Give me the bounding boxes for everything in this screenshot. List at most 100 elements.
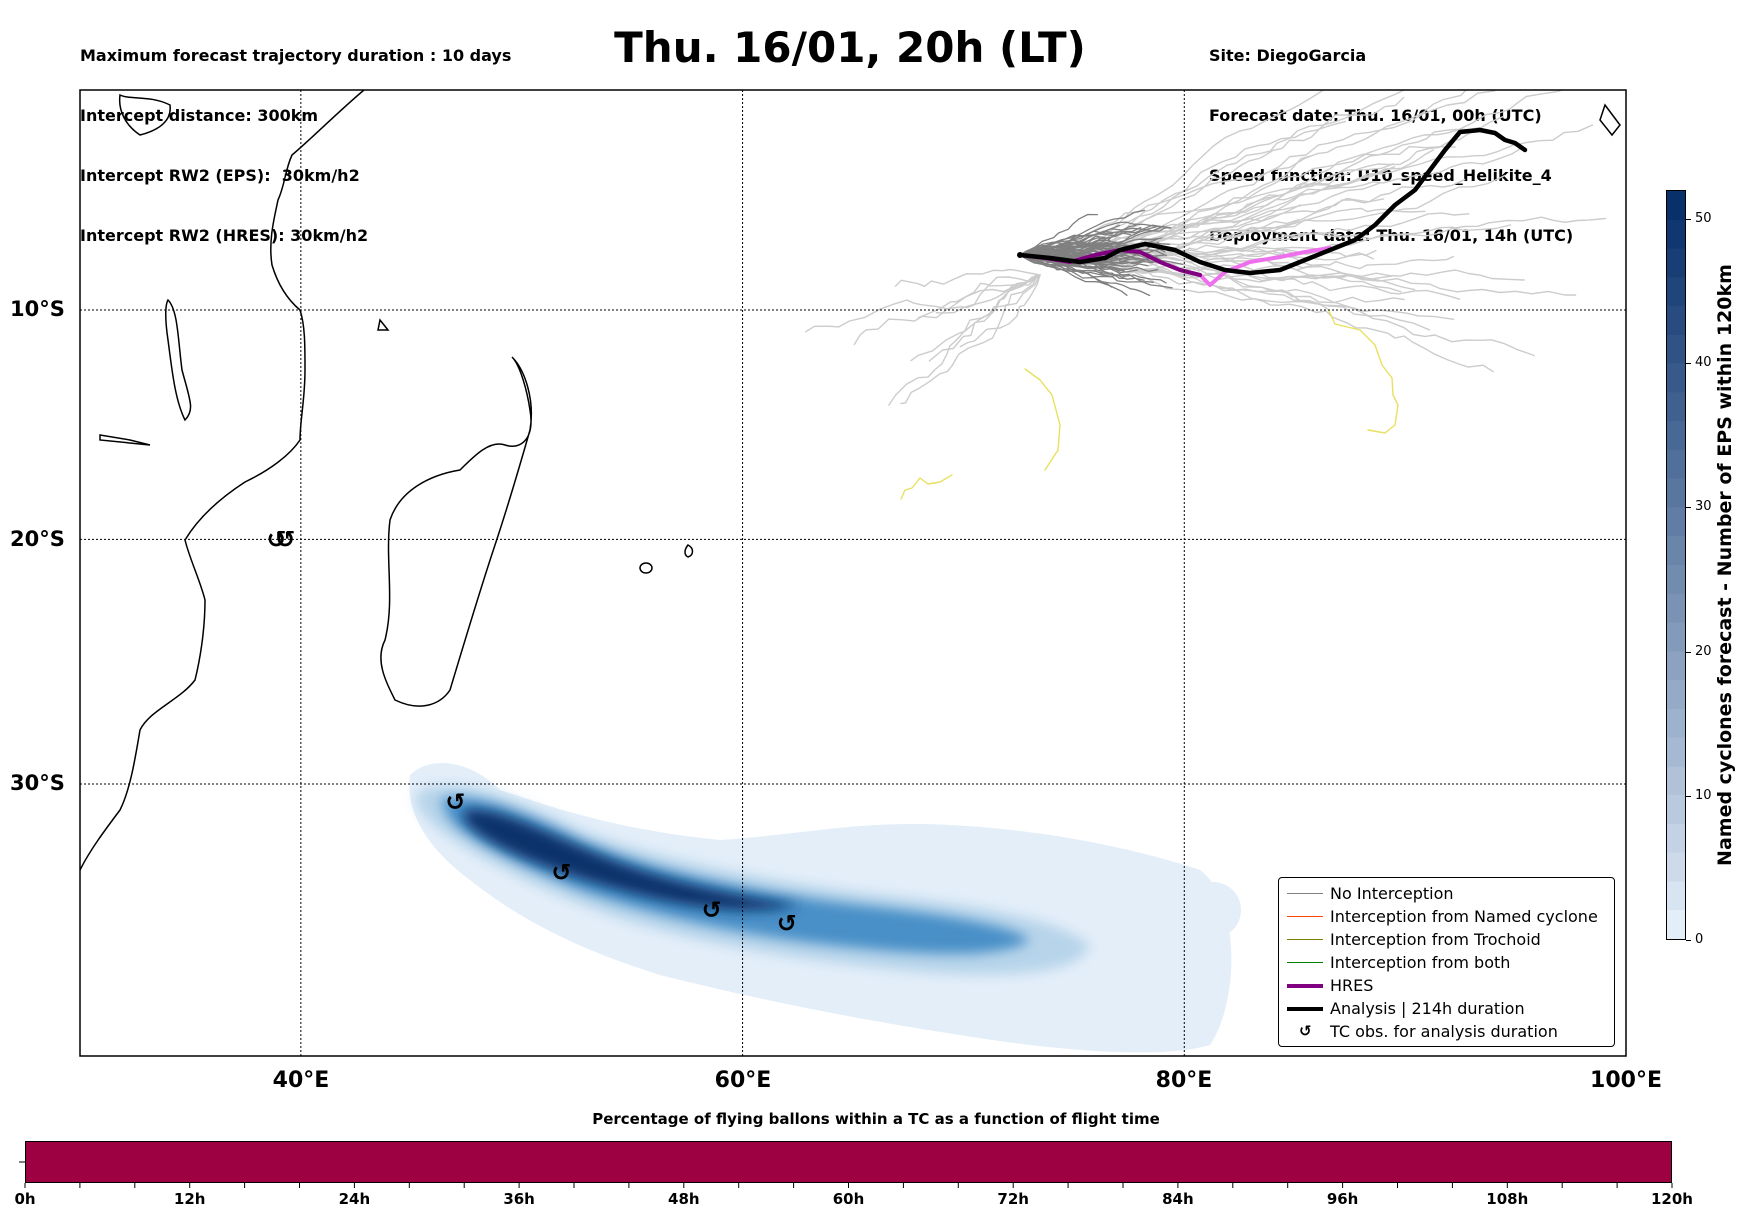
legend-swatch-green-line <box>1287 962 1323 963</box>
trajectory-yellow <box>1328 310 1399 434</box>
colorbar-label: Named cyclones forecast - Number of EPS … <box>1714 264 1736 866</box>
lat-label-30s: 30°S <box>10 771 65 795</box>
coast-far-east <box>1599 103 1621 137</box>
lon-label-60e: 60°E <box>714 1068 772 1093</box>
trajectory-eps-late <box>917 274 1041 319</box>
forecast-parameters: Maximum forecast trajectory duration : 1… <box>80 6 511 266</box>
tc-observations: ↺↺↺↺↺ ↺ <box>267 525 797 937</box>
trajectory-eps-late <box>1095 90 1500 256</box>
lon-label-40e: 40°E <box>272 1068 330 1093</box>
colorbar <box>1666 190 1686 940</box>
time-bar-title: Percentage of flying ballons within a TC… <box>592 1110 1160 1128</box>
trajectory-eps-early <box>1019 209 1146 256</box>
trajectory-eps-late <box>935 274 1041 314</box>
trajectory-eps-late <box>1086 148 1521 255</box>
time-tick-label: 120h <box>1651 1190 1693 1208</box>
time-tick-label: 108h <box>1486 1190 1529 1208</box>
colorbar-tick: 10 <box>1686 788 1712 803</box>
trajectory-eps-late <box>1112 115 1504 258</box>
colorbar-tick: 50 <box>1686 211 1712 226</box>
trajectory-eps-late <box>894 268 1041 287</box>
trajectory-eps-late <box>1077 120 1347 262</box>
trajectory-eps-early <box>1019 254 1114 278</box>
plume-satellite <box>1185 882 1241 938</box>
legend-swatch-purple-line <box>1287 984 1323 988</box>
info-max-duration: Maximum forecast trajectory duration : 1… <box>80 46 512 65</box>
trajectory-eps-late <box>1105 253 1525 281</box>
time-tick-label: 36h <box>503 1190 535 1208</box>
legend-item-named-cyclone: Interception from Named cyclone <box>1279 905 1614 928</box>
lon-label-80e: 80°E <box>1155 1068 1213 1093</box>
gridlines <box>80 90 1626 1056</box>
trajectory-eps-early <box>1019 221 1171 256</box>
coast-africa-east <box>80 90 365 871</box>
legend-swatch-olive-line <box>1287 939 1323 940</box>
plume-inner <box>440 797 1030 954</box>
coastlines <box>80 90 1621 871</box>
map-frame <box>79 89 1627 1057</box>
info-intercept-eps: Intercept RW2 (EPS): 30km/h2 <box>80 166 360 185</box>
colorbar-tick: 0 <box>1686 933 1703 947</box>
trajectory-eps-early <box>1019 224 1121 257</box>
trajectory-eps-late <box>900 274 1041 405</box>
trajectory-eps-late <box>928 274 1041 362</box>
trajectory-analysis <box>1017 127 1528 276</box>
lon-label-100e: 100°E <box>1590 1068 1662 1093</box>
trajectory-eps-late <box>1119 212 1470 256</box>
trajectory-eps-late <box>1063 90 1325 259</box>
page-title: Thu. 16/01, 20h (LT) <box>614 23 1086 72</box>
trajectory-eps-late <box>1118 178 1466 265</box>
cyclone-symbol-icon: ↺ <box>777 909 797 937</box>
coast-madagascar <box>380 356 532 707</box>
legend-swatch-gray-line <box>1287 893 1323 894</box>
legend-item-hres: HRES <box>1279 974 1614 997</box>
time-tick-label: 12h <box>173 1190 206 1208</box>
info-intercept-distance: Intercept distance: 300km <box>80 106 319 125</box>
time-bar-fill <box>26 1142 1671 1182</box>
colorbar-tick: 40 <box>1686 356 1712 370</box>
info-site: Site: DiegoGarcia <box>1209 46 1367 65</box>
trajectory-eps-late <box>1084 256 1455 320</box>
time-tick-label: 84h <box>1162 1190 1194 1208</box>
legend-swatch-orange-line <box>1287 916 1323 917</box>
time-tick-label: 48h <box>668 1190 700 1208</box>
trajectories <box>805 90 1607 500</box>
coast-island-1 <box>99 434 151 446</box>
coast-arabia-island <box>118 93 171 136</box>
cyclone-symbol-icon: ↺ <box>275 525 295 553</box>
trajectory-eps-early <box>1019 224 1172 256</box>
colorbar-tick: 30 <box>1686 500 1712 514</box>
trajectory-eps-late <box>1101 257 1494 373</box>
colorbar-tick: 20 <box>1686 644 1712 659</box>
trajectory-eps-early <box>1019 253 1112 288</box>
legend-item-trochoid: Interception from Trochoid <box>1279 928 1614 951</box>
lat-label-20s: 20°S <box>10 527 65 551</box>
trajectory-eps-late <box>1095 124 1594 263</box>
legend-item-both: Interception from both <box>1279 951 1614 974</box>
info-speed-function: Speed function: U10_speed_Helikite_4 <box>1209 166 1552 185</box>
time-tick-label: 24h <box>338 1190 371 1208</box>
cyclone-symbol-icon: ↺ <box>267 525 287 553</box>
time-bar <box>25 1141 1672 1183</box>
site-marker <box>1017 252 1023 258</box>
time-tick-label: 0h <box>14 1190 36 1208</box>
coast-mauritius <box>684 544 694 558</box>
trajectory-eps-early <box>1019 248 1168 258</box>
trajectory-eps-late <box>1090 174 1506 261</box>
cyclone-density-plume <box>409 763 1241 1053</box>
trajectory-eps-late <box>910 274 1041 362</box>
cyclone-symbol-icon: ↺ <box>1299 1022 1312 1040</box>
trajectory-eps-late <box>1060 90 1406 252</box>
coast-comoros <box>377 318 390 331</box>
time-tick-label: 96h <box>1326 1190 1359 1208</box>
legend-item-tc-obs: ↺ TC obs. for analysis duration <box>1299 1022 1558 1041</box>
cyclone-symbol-icon: ↺ <box>702 896 722 924</box>
time-bar-y-tick <box>19 1161 25 1163</box>
info-intercept-hres: Intercept RW2 (HRES): 30km/h2 <box>80 226 369 245</box>
legend-item-analysis: Analysis | 214h duration <box>1279 997 1614 1020</box>
lat-label-10s: 10°S <box>10 297 65 321</box>
trajectory-yellow <box>1024 368 1061 471</box>
time-tick-label: 60h <box>832 1190 865 1208</box>
